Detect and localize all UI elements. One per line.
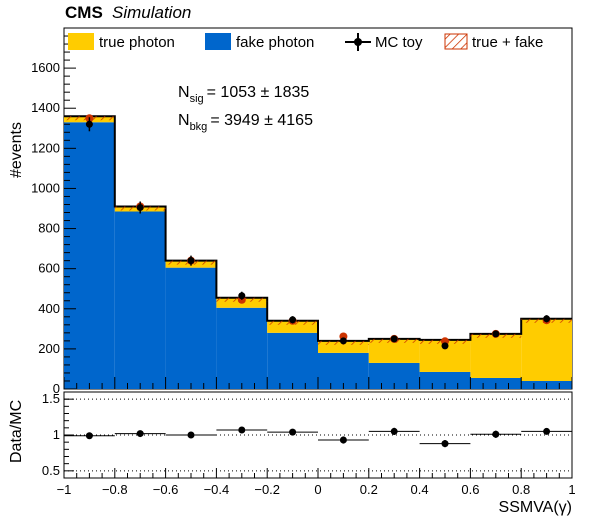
- ratio-point: [289, 428, 297, 436]
- x-tick-label: 0: [314, 482, 321, 497]
- x-tick-label: −0.4: [204, 482, 230, 497]
- x-tick-label: 1: [568, 482, 575, 497]
- true-photon-bar: [470, 333, 522, 378]
- mc-toy-point: [289, 316, 297, 324]
- nsig-annotation: Nsig = 1053 ± 1835: [178, 84, 309, 105]
- x-axis-title: SSMVA(γ): [499, 499, 572, 516]
- experiment-label: CMS: [65, 3, 103, 22]
- x-tick-label: 0.6: [461, 482, 479, 497]
- x-tick-label: 0.2: [360, 482, 378, 497]
- mc-toy-point: [390, 335, 398, 343]
- nsig-subscript: sig: [190, 93, 204, 105]
- legend-label-true-plus-fake: true + fake: [472, 34, 543, 51]
- x-tick-label: −1: [57, 482, 72, 497]
- fake-photon-bar: [267, 332, 318, 389]
- legend-marker-mc-toy: [345, 33, 371, 51]
- ratio-y-tick-label: 1: [53, 427, 60, 442]
- legend-label-true-photon: true photon: [99, 34, 175, 51]
- y-tick-label: 600: [38, 261, 60, 276]
- legend-swatch-true-plus-fake: [444, 33, 468, 50]
- ratio-point: [85, 432, 93, 440]
- fake-photon-bar: [216, 307, 268, 389]
- fake-photon-bar: [114, 211, 166, 389]
- ratio-point: [390, 427, 398, 435]
- true-photon-bar: [521, 318, 572, 381]
- x-tick-label: 0.4: [411, 482, 429, 497]
- mc-toy-point: [441, 342, 449, 350]
- ratio-plot-area: 0.5 1 1.5 −1 −0.8 −0.6 −0.4 −0.2 0 0.2 0.4 0.6 0.8 1: [42, 391, 576, 497]
- y-tick-label: 400: [38, 301, 60, 316]
- ratio-point: [339, 436, 347, 444]
- ratio-y-axis-title: Data/MC: [8, 400, 25, 463]
- mc-toy-point: [339, 337, 347, 345]
- nbkg-subscript: bkg: [190, 121, 208, 133]
- y-tick-label: 1000: [31, 180, 60, 195]
- x-tick-label: −0.6: [153, 482, 179, 497]
- fake-photon-bar: [64, 122, 115, 389]
- ratio-point: [238, 426, 246, 434]
- nsig-value: = 1053 ± 1835: [207, 84, 310, 101]
- simulation-label: Simulation: [112, 3, 191, 22]
- ratio-point: [187, 431, 195, 439]
- fake-photon-bar: [318, 352, 369, 389]
- main-y-axis-title: #events: [8, 122, 25, 178]
- main-plot-area: 0 200 400 600 800 1000 1200 1400 1600: [31, 35, 573, 396]
- y-tick-label: 200: [38, 341, 60, 356]
- ratio-y-tick-label: 1.5: [42, 391, 60, 406]
- mc-toy-point: [187, 257, 195, 265]
- legend-swatch-true-photon: [68, 33, 94, 50]
- ratio-point: [492, 430, 500, 438]
- mc-toy-point: [85, 120, 93, 128]
- x-tick-label: 0.8: [512, 482, 530, 497]
- legend-label-mc-toy: MC toy: [375, 34, 423, 51]
- legend: true photon fake photon MC toy true + fa…: [68, 33, 543, 51]
- x-tick-label: −0.8: [102, 482, 128, 497]
- y-tick-label: 1200: [31, 140, 60, 155]
- nsig-symbol: N: [178, 84, 190, 101]
- mc-toy-point: [238, 292, 246, 300]
- ratio-y-tick-label: 0.5: [42, 463, 60, 478]
- y-tick-label: 800: [38, 221, 60, 236]
- nbkg-value: = 3949 ± 4165: [210, 112, 313, 129]
- true-photon-bar: [368, 338, 420, 363]
- ratio-point: [543, 427, 551, 435]
- ratio-point: [441, 440, 449, 448]
- fake-photon-bar: [165, 267, 217, 389]
- x-tick-label: −0.2: [254, 482, 280, 497]
- legend-label-fake-photon: fake photon: [236, 34, 314, 51]
- mc-toy-point: [543, 315, 551, 323]
- legend-swatch-fake-photon: [205, 33, 231, 50]
- y-tick-label: 1400: [31, 100, 60, 115]
- y-tick-label: 0: [53, 381, 60, 396]
- ratio-point: [136, 430, 144, 438]
- y-tick-label: 1600: [31, 60, 60, 75]
- nbkg-symbol: N: [178, 112, 190, 129]
- mc-toy-point: [492, 330, 500, 338]
- nbkg-annotation: Nbkg = 3949 ± 4165: [178, 112, 313, 133]
- mc-toy-point: [136, 203, 144, 211]
